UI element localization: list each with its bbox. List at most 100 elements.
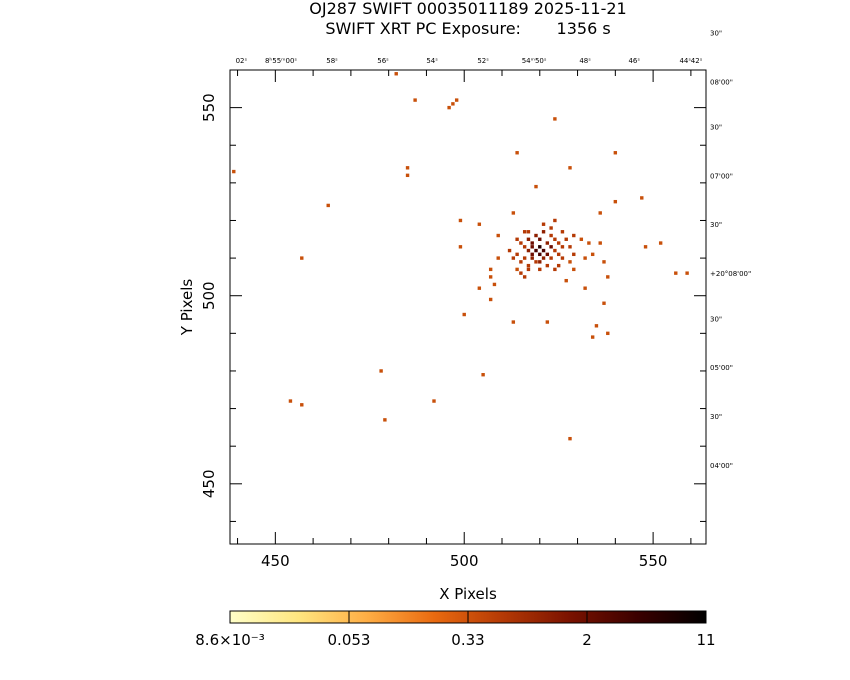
data-point [511,211,516,215]
ra-tick-label: 56ˢ [377,57,389,65]
ra-tick-label: 54ᵐ50ˢ [522,57,547,65]
data-point [549,226,553,230]
event-points [232,72,689,441]
data-point [488,267,493,272]
data-point [526,230,531,234]
ra-tick-label: 42ˢ [691,57,703,65]
axis-ticks: 450 500 550 450 500 550 02ˢ 8ʰ55ᵐ00ˢ 58ˢ 56ˢ 54ˢ 52… [200,29,751,570]
data-point [560,230,565,234]
data-point [519,260,523,264]
data-point [530,245,534,249]
data-point [564,278,568,283]
data-point [556,263,561,268]
data-point [568,166,572,170]
dec-tick-label: 08'00" [710,78,733,86]
data-point [534,233,538,238]
data-point [549,245,553,249]
data-point [300,256,304,260]
ra-tick-label: 8ʰ55ᵐ00ˢ [265,57,297,65]
data-point [488,297,493,302]
data-point [572,233,576,238]
colorbar-tick-label: 2 [582,631,592,649]
data-point [640,196,644,200]
data-point [553,248,557,253]
data-point [564,237,568,241]
ra-tick-label: 58ˢ [326,57,338,65]
data-point [579,237,584,241]
data-point [522,245,527,249]
data-point [534,184,538,189]
data-point [481,373,485,377]
dec-tick-label: 07'00" [710,172,733,180]
data-point [553,267,557,272]
data-point [488,275,493,279]
y-tick-label: 450 [200,469,218,498]
data-point [685,271,689,275]
data-point [538,237,542,241]
data-point [432,399,436,403]
y-tick-label: 500 [200,281,218,310]
data-point [522,275,527,279]
colorbar-tick-label: 8.6×10⁻³ [195,631,264,649]
data-point [515,237,519,241]
dec-tick-label: 30" [710,123,722,131]
data-point [394,72,398,76]
dec-tick-label: 05'00" [710,364,733,372]
data-point [541,248,546,253]
data-point [560,256,565,260]
data-point [613,199,618,204]
data-point [658,241,663,245]
data-point [526,263,531,268]
data-point [556,252,561,257]
data-point [511,256,516,260]
data-point [606,275,610,279]
data-point [541,256,546,260]
data-point [526,267,531,272]
data-point [590,335,595,339]
x-tick-label: 500 [450,552,479,570]
data-point [300,403,304,407]
data-point [519,271,523,275]
chart-subtitle: SWIFT XRT PC Exposure: 1356 s [325,19,611,38]
data-point [462,312,466,317]
data-point [538,260,542,264]
ra-tick-label: 44ˢ [679,57,691,65]
y-tick-label: 550 [200,93,218,122]
data-point [590,252,595,257]
data-point [553,218,557,223]
data-point [534,248,538,253]
data-point [530,241,534,245]
data-point [598,211,602,215]
data-point [379,369,383,373]
data-point [522,230,527,234]
data-point [451,102,455,106]
data-point [405,166,410,170]
data-point [602,301,606,305]
chart-title: OJ287 SWIFT 00035011189 2025-11-21 [309,0,627,18]
x-tick-label: 450 [261,552,290,570]
data-point [613,151,618,155]
data-point [496,233,500,238]
data-point [534,260,538,264]
data-point [541,230,546,234]
data-point [572,252,576,257]
data-point [526,237,531,241]
data-point [405,173,410,178]
dec-tick-label: 30" [710,315,722,323]
data-point [515,267,519,272]
data-point [549,256,553,260]
data-point [458,245,463,249]
data-point [545,263,550,268]
colorbar: 8.6×10⁻³ 0.053 0.33 2 11 [195,610,716,649]
data-point [538,252,542,257]
ra-tick-label: 52ˢ [477,57,489,65]
data-point [594,324,599,328]
dec-tick-label: 30" [710,221,722,229]
data-point [572,267,576,272]
data-point [496,256,500,260]
data-point [545,252,550,257]
x-tick-label: 550 [639,552,668,570]
data-point [288,399,293,403]
dec-tick-label: +20°08'00" [710,270,751,278]
data-point [522,256,527,260]
